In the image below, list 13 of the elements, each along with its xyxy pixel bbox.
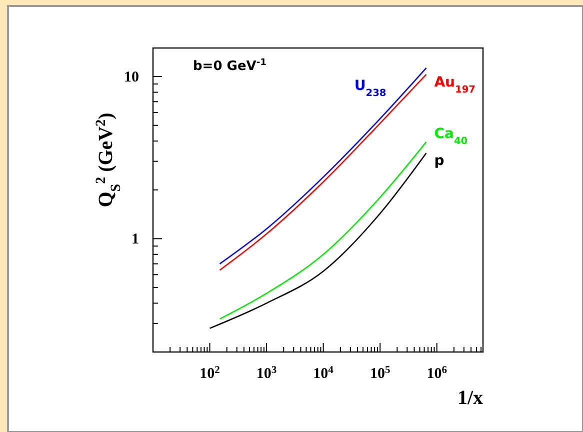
annotation: b=0 GeV$^{-1}$ — [193, 58, 266, 74]
x-tick-label: 10$^{3}$ — [256, 364, 277, 382]
x-axis-title: 1/x — [457, 387, 483, 409]
series-label: U$_{238}$ — [354, 78, 386, 98]
series-label: p — [434, 153, 444, 170]
y-tick-label: 10 — [124, 70, 139, 86]
series-label: Au$_{197}$ — [434, 74, 476, 95]
x-tick-label: 10$^{2}$ — [200, 364, 220, 382]
x-tick-label: 10$^{5}$ — [370, 364, 390, 382]
x-tick-label: 10$^{6}$ — [426, 364, 447, 382]
y-tick-label: 1 — [132, 232, 139, 248]
series-label: Ca$_{40}$ — [434, 126, 468, 146]
x-tick-label: 10$^{4}$ — [313, 364, 334, 382]
